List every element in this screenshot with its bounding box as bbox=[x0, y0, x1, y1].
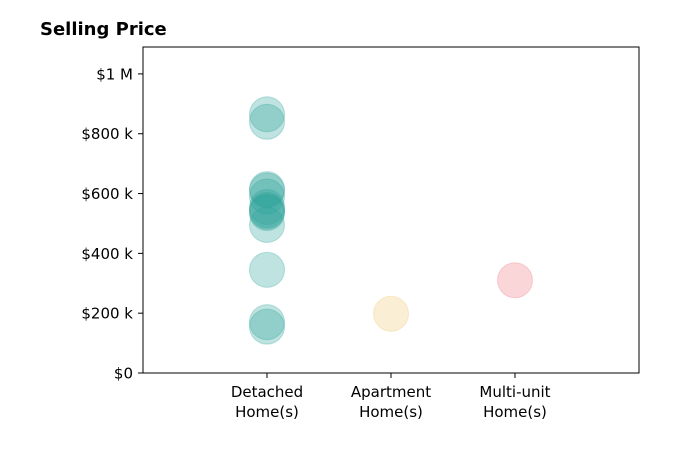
y-tick-label: $0 bbox=[114, 365, 133, 383]
data-point bbox=[249, 172, 285, 209]
x-tick-label: Multi-unit Home(s) bbox=[479, 383, 550, 421]
scatter-points bbox=[249, 96, 533, 345]
x-tick-label: Detached Home(s) bbox=[231, 383, 303, 421]
data-point bbox=[249, 308, 285, 345]
data-point bbox=[249, 193, 285, 230]
chart-title: Selling Price bbox=[40, 19, 167, 40]
data-point bbox=[249, 192, 285, 228]
data-point bbox=[249, 178, 285, 215]
data-point bbox=[249, 103, 285, 140]
data-point bbox=[249, 171, 285, 208]
y-tick-label: $400 k bbox=[81, 245, 133, 263]
data-point bbox=[249, 304, 285, 341]
data-point bbox=[249, 96, 285, 133]
data-point bbox=[497, 262, 533, 299]
y-tick-label: $600 k bbox=[81, 185, 133, 203]
data-point bbox=[373, 295, 409, 332]
data-point bbox=[249, 194, 285, 231]
data-point bbox=[249, 206, 285, 243]
y-tick-label: $800 k bbox=[81, 125, 133, 143]
y-axis: $0 $200 k $400 k $600 k $800 k $1 M bbox=[81, 65, 143, 383]
data-point bbox=[249, 189, 285, 226]
y-tick-label: $1 M bbox=[96, 65, 133, 83]
data-point bbox=[249, 251, 285, 288]
x-tick-label: Apartment Home(s) bbox=[351, 383, 431, 421]
y-tick-label: $200 k bbox=[81, 305, 133, 323]
x-axis: Detached Home(s) Apartment Home(s) Multi-uni… bbox=[231, 373, 551, 421]
